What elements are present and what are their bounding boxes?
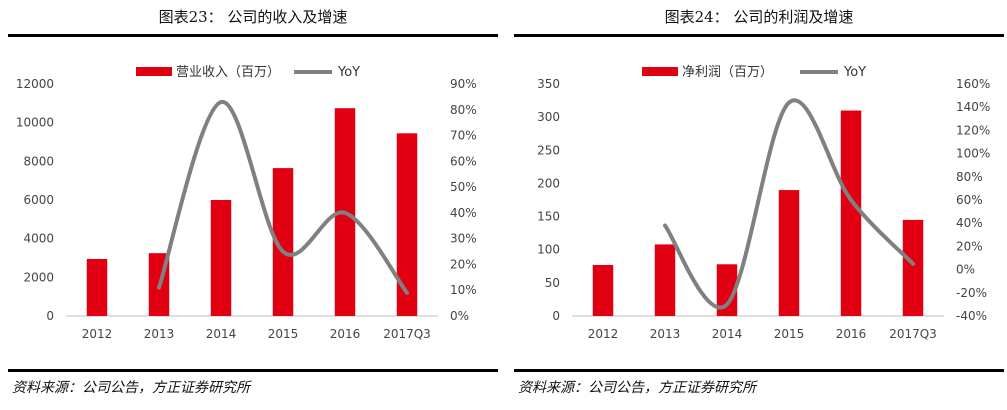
x-tick-label: 2017Q3: [383, 327, 431, 341]
y-left-tick-label: 12000: [16, 77, 54, 91]
bar: [654, 244, 676, 316]
y-left-tick-label: 2000: [23, 270, 54, 284]
top-rule: [8, 34, 498, 37]
y-right-tick-label: -40%: [956, 309, 987, 323]
y-left-tick-label: 200: [537, 176, 560, 190]
bar: [396, 133, 418, 316]
top-rule: [514, 34, 1004, 37]
y-left-tick-label: 4000: [23, 232, 54, 246]
revenue-chart: 0 2000 4000 6000 8000 10000 12000 0% 10% 20% 30% 40…: [16, 65, 477, 341]
x-tick-label: 2015: [774, 327, 805, 341]
x-tick-label: 2015: [268, 327, 299, 341]
y-right-tick-label: 80%: [450, 103, 477, 117]
y-right-tick-label: 20%: [450, 257, 477, 271]
y-left-tick-label: 0: [46, 309, 54, 323]
bar: [716, 264, 738, 316]
y-right-tick-label: 30%: [450, 232, 477, 246]
legend-bar-label: 净利润（百万）: [682, 65, 773, 80]
y-right-tick-label: 60%: [956, 193, 983, 207]
revenue-chart-panel: 图表23： 公司的收入及增速 0 2000 4000 6000 8000 10000 120…: [8, 0, 498, 410]
legend-line-label: YoY: [337, 65, 360, 80]
x-tick-label: 2012: [588, 327, 619, 341]
y-left-tick-label: 100: [537, 243, 560, 257]
legend-bar-swatch: [642, 67, 678, 76]
yoy-line: [663, 98, 915, 310]
x-tick-label: 2014: [206, 327, 237, 341]
y-right-tick-label: 90%: [450, 77, 477, 91]
y-left-tick-label: 250: [537, 143, 560, 157]
y-right-tick-label: 20%: [956, 239, 983, 253]
x-tick-label: 2016: [836, 327, 867, 341]
x-tick-label: 2016: [330, 327, 361, 341]
profit-chart-panel: 图表24： 公司的利润及增速 0 50 100 150 200 250 300 350 -40%…: [514, 0, 1004, 410]
y-left-tick-label: 6000: [23, 193, 54, 207]
chart-title: 图表24： 公司的利润及增速: [664, 8, 854, 26]
legend-bar-swatch: [136, 67, 172, 76]
y-left-tick-label: 350: [537, 77, 560, 91]
x-tick-label: 2017Q3: [889, 327, 937, 341]
y-left-tick-label: 10000: [16, 116, 54, 130]
y-right-tick-label: 50%: [450, 180, 477, 194]
bar: [840, 110, 862, 316]
x-tick-label: 2014: [712, 327, 743, 341]
bar: [86, 258, 108, 316]
y-right-tick-label: 10%: [450, 283, 477, 297]
yoy-line: [157, 100, 409, 295]
y-right-tick-label: 160%: [956, 77, 990, 91]
y-right-tick-label: 0%: [956, 263, 975, 277]
bar: [778, 190, 800, 316]
x-tick-label: 2012: [82, 327, 113, 341]
profit-chart: 0 50 100 150 200 250 300 350 -40% -20% 0% 20% 40% 60%…: [537, 65, 990, 341]
x-tick-label: 2013: [144, 327, 175, 341]
bar: [272, 168, 294, 316]
source-note: 资料来源：公司公告，方正证券研究所: [518, 380, 756, 396]
y-right-tick-label: 60%: [450, 154, 477, 168]
source-note: 资料来源：公司公告，方正证券研究所: [12, 380, 250, 396]
x-tick-label: 2013: [650, 327, 681, 341]
y-right-tick-label: 70%: [450, 129, 477, 143]
y-right-tick-label: 40%: [956, 216, 983, 230]
bar: [592, 264, 614, 316]
y-right-tick-label: 40%: [450, 206, 477, 220]
bottom-rule: [514, 369, 1004, 372]
y-right-tick-label: 120%: [956, 123, 990, 137]
legend-bar-label: 营业收入（百万）: [176, 65, 280, 80]
y-right-tick-label: 100%: [956, 147, 990, 161]
bar: [210, 200, 232, 316]
y-left-tick-label: 150: [537, 210, 560, 224]
bar: [902, 219, 924, 316]
legend-line-label: YoY: [843, 65, 866, 80]
y-left-tick-label: 0: [552, 309, 560, 323]
y-left-tick-label: 8000: [23, 154, 54, 168]
y-right-tick-label: -20%: [956, 286, 987, 300]
y-left-tick-label: 50: [545, 276, 560, 290]
y-right-tick-label: 80%: [956, 170, 983, 184]
y-left-tick-label: 300: [537, 110, 560, 124]
chart-title: 图表23： 公司的收入及增速: [158, 8, 348, 26]
y-right-tick-label: 0%: [450, 309, 469, 323]
y-right-tick-label: 140%: [956, 100, 990, 114]
bottom-rule: [8, 369, 498, 372]
